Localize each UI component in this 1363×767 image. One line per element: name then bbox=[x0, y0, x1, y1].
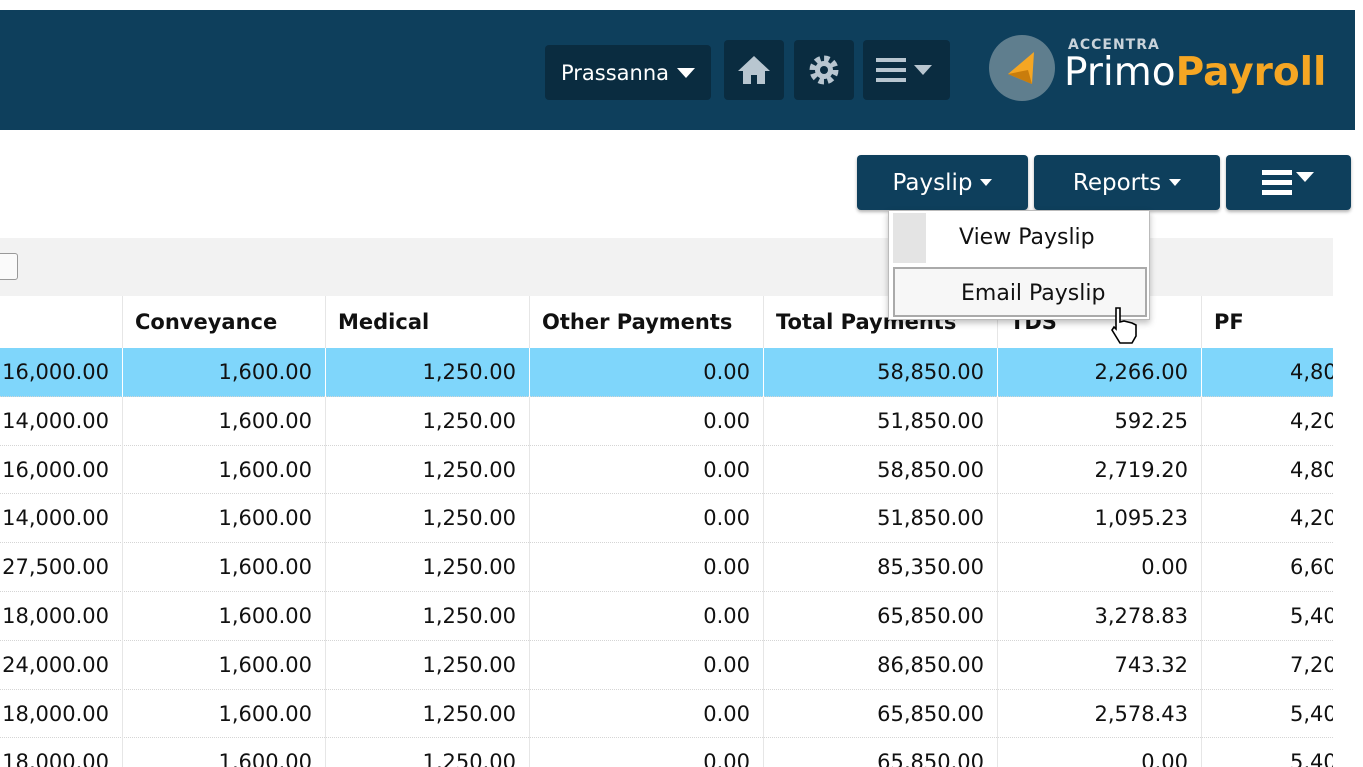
top-bar: Prassanna ACCENTRA PrimoPayroll bbox=[0, 10, 1355, 130]
column-header[interactable]: Medical bbox=[325, 296, 529, 348]
table-cell: 4,80 bbox=[1201, 445, 1333, 495]
table-row[interactable] bbox=[0, 494, 1333, 544]
table-cell: 4,80 bbox=[1201, 348, 1333, 397]
expand-button[interactable] bbox=[0, 253, 18, 280]
table-cell: 65,850.00 bbox=[763, 689, 997, 739]
table-cell: 0.00 bbox=[529, 543, 763, 592]
table-cell: 1,600.00 bbox=[122, 738, 325, 767]
logo-primary: Primo bbox=[1064, 50, 1176, 95]
table-cell: 4,20 bbox=[1201, 396, 1333, 446]
table-cell: 1,250.00 bbox=[325, 592, 529, 641]
table-cell: 86,850.00 bbox=[763, 640, 997, 690]
table-row[interactable] bbox=[0, 543, 1333, 592]
settings-button[interactable] bbox=[794, 40, 854, 100]
table-cell: 1,250.00 bbox=[325, 494, 529, 544]
table-cell: 27,500.00 bbox=[2, 555, 109, 580]
table-cell: 0.00 bbox=[529, 396, 763, 446]
table-cell: 2,578.43 bbox=[997, 689, 1201, 739]
column-header[interactable]: Other Payments bbox=[529, 296, 763, 348]
table-cell: 5,40 bbox=[1201, 738, 1333, 767]
table-cell: 7,20 bbox=[1201, 640, 1333, 690]
table-cell: 16,000.00 bbox=[2, 360, 109, 384]
table-cell: 1,095.23 bbox=[997, 494, 1201, 544]
payslip-dropdown: View Payslip Email Payslip bbox=[888, 210, 1150, 320]
user-menu[interactable]: Prassanna bbox=[545, 45, 711, 100]
user-name: Prassanna bbox=[560, 60, 670, 85]
menu-button[interactable] bbox=[863, 40, 950, 100]
table-row[interactable] bbox=[0, 445, 1333, 495]
table-cell: 5,40 bbox=[1201, 592, 1333, 641]
table-cell: 2,266.00 bbox=[997, 348, 1201, 397]
table-cell: 58,850.00 bbox=[763, 445, 997, 495]
payslip-button[interactable]: Payslip bbox=[857, 155, 1028, 210]
table-cell: 0.00 bbox=[997, 738, 1201, 767]
table: Conveyance Medical Other Payments Total Pay… bbox=[0, 238, 1333, 767]
table-cell: 18,000.00 bbox=[2, 604, 109, 628]
table-cell: 0.00 bbox=[529, 640, 763, 690]
table-cell: 0.00 bbox=[529, 348, 763, 397]
table-cell: 5,40 bbox=[1201, 689, 1333, 739]
table-cell: 1,250.00 bbox=[325, 348, 529, 397]
table-cell: 16,000.00 bbox=[2, 457, 109, 482]
button-label: Reports bbox=[1072, 169, 1162, 196]
table-cell: 1,250.00 bbox=[325, 738, 529, 767]
table-cell: 1,600.00 bbox=[122, 445, 325, 495]
cursor bbox=[1111, 307, 1137, 344]
table-cell: 85,350.00 bbox=[763, 543, 997, 592]
menu-item[interactable]: Email Payslip bbox=[893, 267, 1147, 317]
table-cell: 1,600.00 bbox=[122, 592, 325, 641]
table-cell: 6,60 bbox=[1201, 543, 1333, 592]
table-cell: 0.00 bbox=[529, 592, 763, 641]
brand: ACCENTRA bbox=[1068, 37, 1160, 53]
table-cell: 65,850.00 bbox=[763, 738, 997, 767]
table-row[interactable] bbox=[0, 640, 1333, 690]
table-cell: 1,250.00 bbox=[325, 543, 529, 592]
table-row[interactable] bbox=[0, 396, 1333, 446]
table-cell: 1,600.00 bbox=[122, 348, 325, 397]
table-cell: 0.00 bbox=[529, 738, 763, 767]
table-cell: 1,600.00 bbox=[122, 396, 325, 446]
table-row[interactable] bbox=[0, 738, 1333, 767]
table-cell: 65,850.00 bbox=[763, 592, 997, 641]
table-cell: 592.25 bbox=[997, 396, 1201, 446]
table-cell: 1,250.00 bbox=[325, 396, 529, 446]
column-header[interactable]: Conveyance bbox=[122, 296, 325, 348]
table-cell: 1,250.00 bbox=[325, 640, 529, 690]
table-row[interactable] bbox=[0, 689, 1333, 739]
home-button[interactable] bbox=[724, 40, 784, 100]
table-cell: 3,278.83 bbox=[997, 592, 1201, 641]
table-cell: 18,000.00 bbox=[2, 750, 109, 767]
table-cell: 51,850.00 bbox=[763, 494, 997, 544]
table-cell: 2,719.20 bbox=[997, 445, 1201, 495]
table-cell: 51,850.00 bbox=[763, 396, 997, 446]
table-cell: 0.00 bbox=[997, 543, 1201, 592]
table-cell: 1,600.00 bbox=[122, 640, 325, 690]
reports-button[interactable]: Reports bbox=[1034, 155, 1220, 210]
table-row[interactable] bbox=[0, 592, 1333, 641]
button-label: Payslip bbox=[892, 169, 973, 196]
table-cell: 0.00 bbox=[529, 494, 763, 544]
table-cell: 58,850.00 bbox=[763, 348, 997, 397]
table-row[interactable] bbox=[0, 348, 1333, 397]
more-button[interactable] bbox=[1226, 155, 1351, 210]
logo-icon bbox=[989, 35, 1055, 101]
table-cell: 1,600.00 bbox=[122, 494, 325, 544]
column-header[interactable]: PF bbox=[1201, 296, 1333, 348]
table-cell: 14,000.00 bbox=[2, 408, 109, 433]
table-cell: 743.32 bbox=[997, 640, 1201, 690]
table-cell: 0.00 bbox=[529, 689, 763, 739]
table-cell: 18,000.00 bbox=[2, 701, 109, 726]
logo-secondary: Payroll bbox=[1175, 50, 1327, 95]
table-cell: 4,20 bbox=[1201, 494, 1333, 544]
table-cell: 24,000.00 bbox=[2, 652, 109, 677]
table-cell: 0.00 bbox=[529, 445, 763, 495]
table-cell: 1,600.00 bbox=[122, 689, 325, 739]
table-cell: 1,600.00 bbox=[122, 543, 325, 592]
table-cell: 1,250.00 bbox=[325, 445, 529, 495]
table-cell: 14,000.00 bbox=[2, 506, 109, 531]
menu-item[interactable]: View Payslip bbox=[959, 225, 1095, 250]
table-cell: 1,250.00 bbox=[325, 689, 529, 739]
logo-text: PrimoPayroll bbox=[1064, 50, 1326, 95]
